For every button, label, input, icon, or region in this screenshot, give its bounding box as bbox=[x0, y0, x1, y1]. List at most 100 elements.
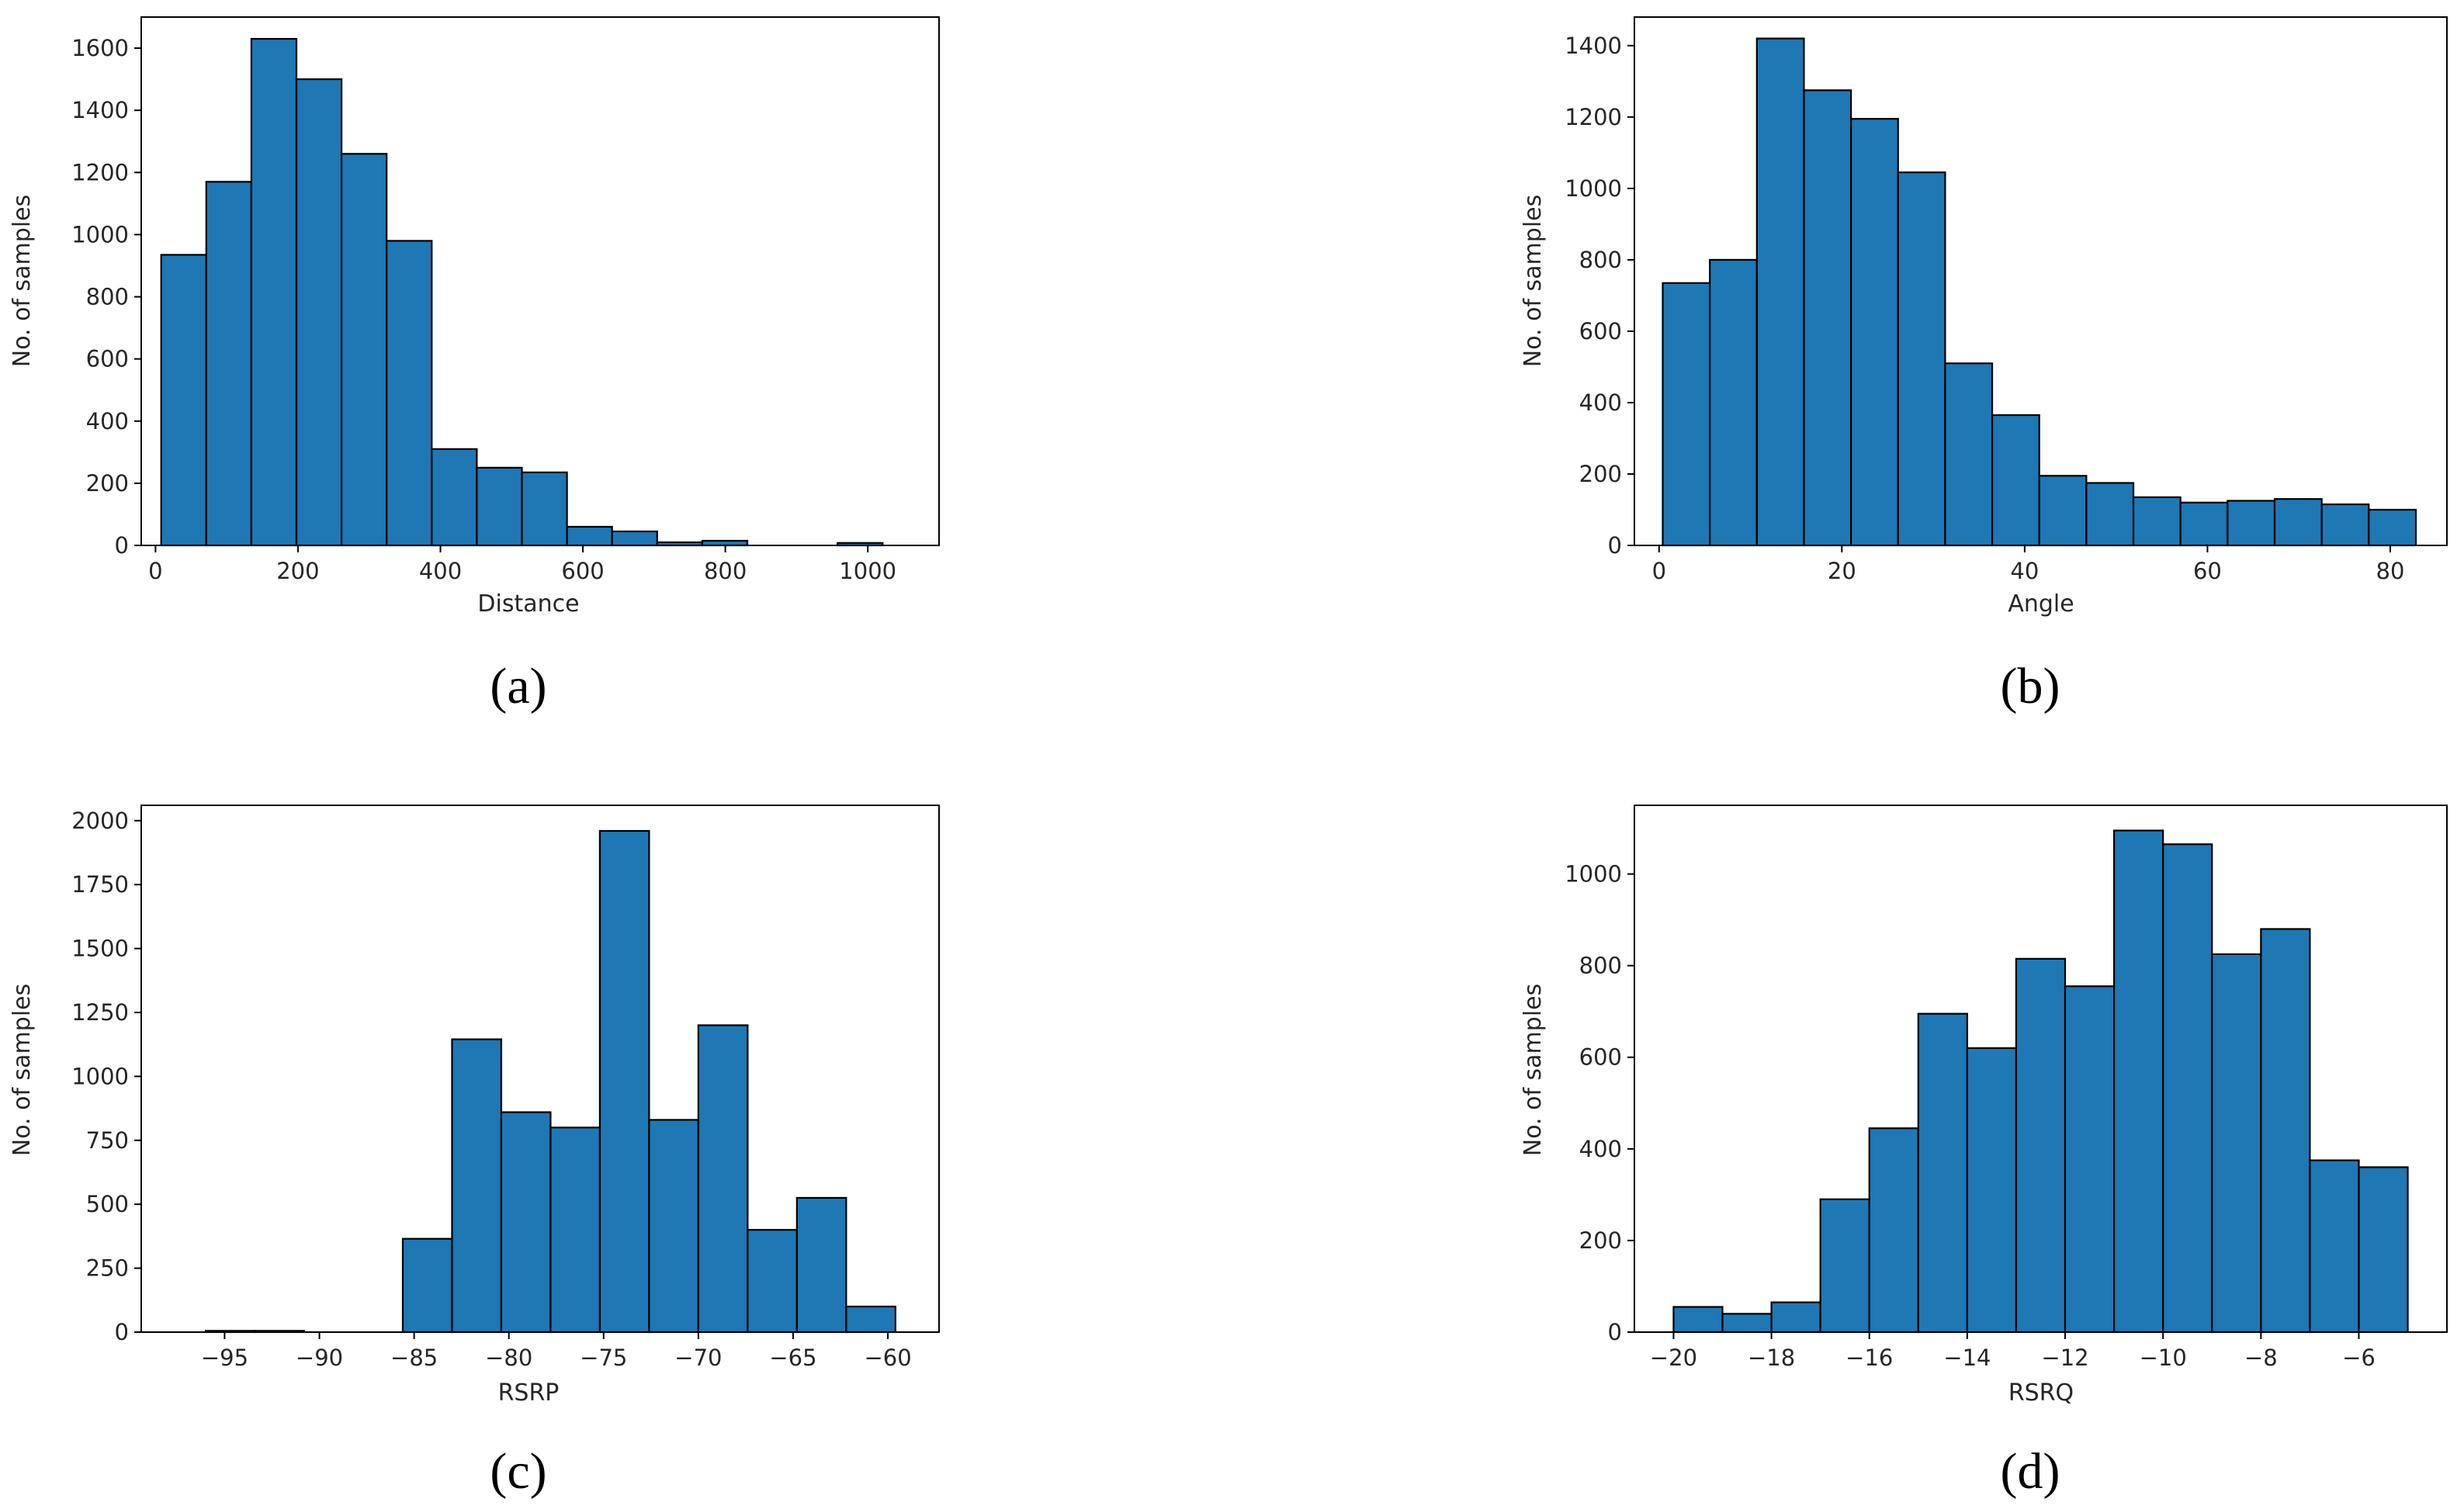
panel-c-bar bbox=[401, 1237, 453, 1334]
panel-d-bar bbox=[1917, 1012, 1968, 1334]
panel-b-bar bbox=[1991, 414, 2040, 547]
panel-c-xtick-label: −95 bbox=[201, 1345, 248, 1371]
panel-b-xtick-label: 40 bbox=[2010, 558, 2039, 584]
panel-d-bar bbox=[2211, 953, 2262, 1334]
panel-c-ytick-label: 2000 bbox=[71, 808, 129, 834]
panel-d-bar bbox=[1966, 1047, 2018, 1334]
panel-a-ytick-label: 1600 bbox=[71, 35, 129, 61]
panel-b-bar bbox=[1755, 37, 1805, 547]
panel-d-ytick-label: 800 bbox=[1579, 953, 1622, 979]
panel-d-ytick-label: 200 bbox=[1579, 1227, 1622, 1254]
panel-c-xtick-label: −65 bbox=[769, 1345, 816, 1371]
panel-d-xtick-label: −6 bbox=[2342, 1345, 2376, 1371]
panel-d-bar bbox=[2162, 843, 2213, 1334]
panel-d-bar bbox=[2113, 829, 2164, 1334]
panel-b-ytick-label: 600 bbox=[1579, 318, 1622, 344]
panel-a-ytick-label: 1400 bbox=[71, 97, 129, 123]
panel-b-bar bbox=[2085, 482, 2135, 547]
panel-b-xtick-label: 80 bbox=[2376, 558, 2405, 584]
panel-a-xtick-label: 600 bbox=[561, 558, 604, 584]
panel-b-ytick-label: 800 bbox=[1579, 247, 1622, 273]
panel-d-xlabel: RSRQ bbox=[2008, 1379, 2074, 1407]
panel-d-ytick-label: 1000 bbox=[1565, 861, 1622, 888]
panel-b-ytick-label: 1000 bbox=[1565, 175, 1622, 202]
panel-b-xtick-label: 20 bbox=[1828, 558, 1856, 584]
panel-d-ylabel: No. of samples bbox=[1520, 984, 1547, 1157]
panel-d-ytick-label: 400 bbox=[1579, 1136, 1622, 1162]
panel-d-ytick-label: 600 bbox=[1579, 1044, 1622, 1071]
panel-d-bar bbox=[1868, 1127, 1919, 1334]
panel-c-bar bbox=[795, 1196, 847, 1334]
panel-b-caption: (b) bbox=[2001, 658, 2060, 715]
panel-a-bar bbox=[295, 78, 343, 547]
panel-d-xtick-label: −8 bbox=[2244, 1345, 2278, 1371]
panel-a-bar bbox=[521, 471, 568, 547]
panel-d-bar bbox=[2064, 985, 2116, 1334]
panel-c-ytick-label: 1000 bbox=[71, 1063, 129, 1089]
panel-a: 0 200 400 600 800 1000 0 200 400 600 800 1000 1200 14… bbox=[71, 16, 940, 584]
panel-a-xtick-label: 800 bbox=[704, 558, 747, 584]
panel-c-xtick-label: −90 bbox=[296, 1345, 343, 1371]
panel-b-xtick-label: 0 bbox=[1652, 558, 1666, 584]
panel-c-xtick-label: −75 bbox=[580, 1345, 627, 1371]
panel-b-xtick-label: 60 bbox=[2193, 558, 2222, 584]
panel-c-ylabel: No. of samples bbox=[9, 984, 36, 1157]
panel-c-ytick-label: 1500 bbox=[71, 936, 129, 962]
panel-c-ytick-label: 1250 bbox=[71, 999, 129, 1026]
panel-a-bar bbox=[250, 37, 298, 547]
panel-d-xtick-label: −16 bbox=[1845, 1345, 1893, 1371]
panel-c-bar bbox=[648, 1119, 699, 1334]
panel-a-ytick-label: 600 bbox=[86, 346, 129, 372]
panel-b-bar bbox=[2320, 503, 2370, 547]
panel-d-xtick-label: −18 bbox=[1748, 1345, 1795, 1371]
panel-c-ytick-label: 0 bbox=[115, 1319, 129, 1345]
panel-a-bar bbox=[160, 254, 207, 547]
panel-c-xlabel: RSRP bbox=[498, 1379, 560, 1407]
panel-c-bar bbox=[451, 1038, 503, 1334]
panel-d-ytick-label: 0 bbox=[1608, 1319, 1622, 1345]
panel-c-axes-frame bbox=[140, 805, 940, 1333]
panel-d-bar bbox=[1721, 1313, 1773, 1334]
panel-d-axes-frame bbox=[1634, 805, 2448, 1333]
panel-c-ytick-label: 1750 bbox=[71, 871, 129, 898]
panel-c-bar bbox=[697, 1024, 749, 1334]
panel-b-bar bbox=[2132, 496, 2182, 547]
panel-b-xlabel: Angle bbox=[2008, 590, 2074, 618]
panel-c-bar bbox=[598, 829, 650, 1334]
panel-a-ytick-label: 400 bbox=[86, 408, 129, 434]
panel-c-caption: (c) bbox=[490, 1443, 546, 1500]
panel-b-bar bbox=[2038, 475, 2088, 547]
panel-c-bar bbox=[747, 1229, 798, 1334]
panel-b-ytick-label: 1400 bbox=[1565, 33, 1622, 59]
panel-b-bar bbox=[2227, 500, 2276, 547]
panel-d-caption: (d) bbox=[2001, 1443, 2060, 1500]
panel-c-ytick-label: 500 bbox=[86, 1191, 129, 1217]
panel-b-bar bbox=[1662, 282, 1711, 547]
panel-d-bar bbox=[2309, 1159, 2360, 1334]
panel-a-xtick-label: 200 bbox=[276, 558, 319, 584]
panel-b-ylabel: No. of samples bbox=[1520, 195, 1547, 368]
panel-c-bar bbox=[500, 1111, 552, 1334]
panel-a-xtick-label: 1000 bbox=[839, 558, 896, 584]
panel-a-ytick-label: 1200 bbox=[71, 159, 129, 185]
panel-d-xtick-label: −12 bbox=[2041, 1345, 2088, 1371]
panel-a-ytick-label: 200 bbox=[86, 470, 129, 497]
panel-d-bar bbox=[1770, 1301, 1821, 1334]
panel-a-bar bbox=[476, 466, 523, 547]
panel-b-bar bbox=[1944, 362, 1994, 547]
panel-c-xtick-label: −70 bbox=[674, 1345, 722, 1371]
panel-a-ytick-label: 800 bbox=[86, 284, 129, 310]
panel-c: −95 −90 −85 −80 −75 −70 −65 −60 0 250 500 750 1000 12… bbox=[71, 805, 940, 1371]
panel-b-bar bbox=[1897, 171, 1946, 547]
panel-a-xtick-label: 400 bbox=[419, 558, 462, 584]
panel-d-bar bbox=[2358, 1166, 2409, 1334]
panel-a-bar bbox=[205, 181, 252, 547]
panel-a-bar bbox=[341, 153, 388, 547]
panel-c-xtick-label: −80 bbox=[485, 1345, 532, 1371]
panel-c-bar bbox=[549, 1127, 601, 1334]
panel-b-bar bbox=[1850, 118, 1899, 547]
panel-a-xtick-label: 0 bbox=[148, 558, 162, 584]
panel-d-bar bbox=[1672, 1306, 1724, 1334]
